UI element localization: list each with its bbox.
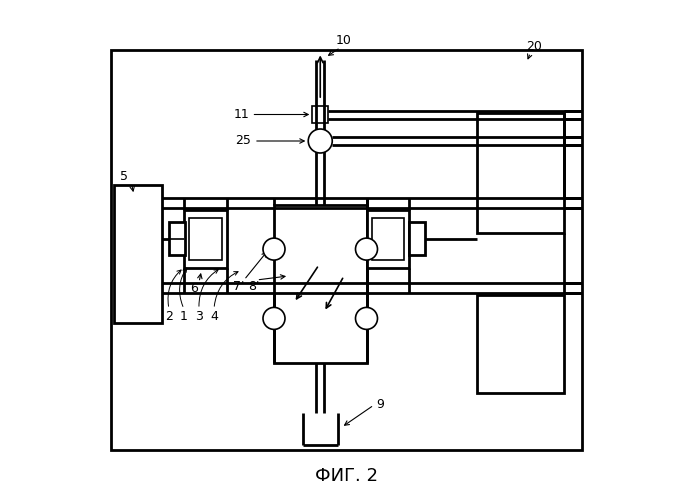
Bar: [371, 218, 404, 260]
Circle shape: [263, 308, 285, 330]
Bar: [112, 50, 581, 450]
Bar: [477, 112, 564, 232]
Bar: [274, 205, 367, 362]
Bar: [313, 106, 328, 122]
Text: 5: 5: [120, 170, 128, 182]
Text: 7': 7': [234, 280, 245, 293]
Bar: [367, 210, 409, 268]
Circle shape: [263, 238, 285, 260]
Bar: [477, 295, 564, 392]
Circle shape: [356, 238, 378, 260]
Text: 9: 9: [376, 398, 385, 411]
Circle shape: [356, 308, 378, 330]
Bar: [409, 222, 425, 255]
Bar: [114, 185, 161, 322]
Text: 10: 10: [336, 34, 352, 48]
Text: 3: 3: [195, 310, 203, 323]
Bar: [169, 222, 185, 255]
Text: ФИГ. 2: ФИГ. 2: [315, 467, 378, 485]
Text: 8': 8': [248, 280, 260, 293]
Text: 25: 25: [236, 134, 252, 147]
Text: 20: 20: [526, 40, 542, 52]
Text: 6: 6: [190, 282, 198, 296]
Bar: [189, 218, 222, 260]
Text: 2: 2: [165, 310, 173, 323]
Text: 4: 4: [210, 310, 218, 323]
Text: 1: 1: [180, 310, 188, 323]
Circle shape: [308, 129, 332, 153]
Bar: [184, 210, 227, 268]
Text: 11: 11: [234, 108, 249, 121]
